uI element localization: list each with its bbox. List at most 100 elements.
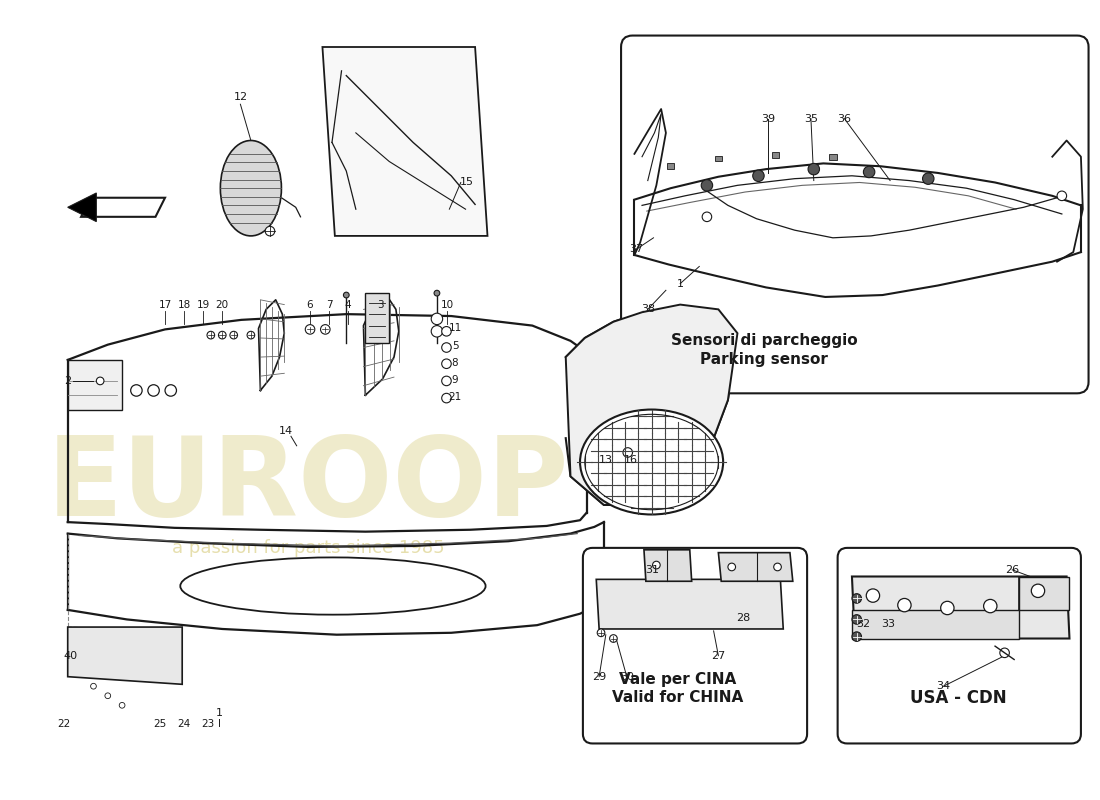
- Text: 6: 6: [307, 299, 314, 310]
- Text: 3: 3: [377, 299, 384, 310]
- Text: 38: 38: [640, 304, 654, 314]
- Polygon shape: [68, 360, 122, 410]
- Text: 28: 28: [736, 613, 750, 622]
- Text: 10: 10: [441, 299, 454, 310]
- Circle shape: [898, 598, 911, 612]
- Text: 26: 26: [1005, 565, 1020, 575]
- FancyBboxPatch shape: [583, 548, 807, 743]
- Text: 18: 18: [177, 299, 190, 310]
- Text: 17: 17: [158, 299, 172, 310]
- Polygon shape: [829, 154, 837, 159]
- Ellipse shape: [580, 410, 723, 514]
- Text: 20: 20: [216, 299, 229, 310]
- Circle shape: [431, 326, 442, 337]
- FancyBboxPatch shape: [621, 35, 1089, 394]
- Polygon shape: [322, 47, 487, 236]
- Circle shape: [230, 331, 238, 339]
- Polygon shape: [715, 156, 723, 162]
- Text: Vale per CINA: Vale per CINA: [618, 672, 736, 687]
- Polygon shape: [667, 163, 674, 169]
- Text: 22: 22: [57, 719, 70, 730]
- Circle shape: [808, 163, 820, 175]
- Text: 24: 24: [177, 719, 190, 730]
- Circle shape: [1057, 191, 1067, 201]
- Circle shape: [597, 629, 605, 637]
- Text: Parking sensor: Parking sensor: [701, 353, 828, 367]
- Ellipse shape: [180, 558, 485, 614]
- Text: 8: 8: [452, 358, 459, 368]
- Polygon shape: [68, 193, 97, 222]
- Circle shape: [131, 385, 142, 396]
- Circle shape: [97, 377, 104, 385]
- Circle shape: [983, 599, 997, 613]
- Text: 16: 16: [624, 455, 638, 465]
- Text: 27: 27: [712, 650, 726, 661]
- Circle shape: [867, 589, 880, 602]
- Circle shape: [165, 385, 176, 396]
- Text: 9: 9: [452, 375, 459, 385]
- Circle shape: [442, 359, 451, 369]
- Text: 14: 14: [279, 426, 294, 435]
- Text: 23: 23: [201, 719, 214, 730]
- Circle shape: [442, 342, 451, 352]
- Text: 2: 2: [64, 376, 72, 386]
- Circle shape: [207, 331, 215, 339]
- FancyBboxPatch shape: [837, 548, 1081, 743]
- Circle shape: [752, 170, 764, 182]
- Circle shape: [90, 683, 97, 689]
- Circle shape: [851, 614, 861, 624]
- Text: 19: 19: [197, 299, 210, 310]
- Polygon shape: [365, 293, 389, 342]
- Polygon shape: [851, 577, 1069, 638]
- Circle shape: [623, 448, 632, 458]
- Text: Sensori di parcheggio: Sensori di parcheggio: [671, 334, 858, 348]
- Polygon shape: [1019, 577, 1069, 610]
- Text: 34: 34: [936, 682, 950, 691]
- Polygon shape: [81, 198, 165, 217]
- Circle shape: [652, 562, 660, 569]
- Text: 31: 31: [646, 565, 660, 575]
- Circle shape: [442, 376, 451, 386]
- Polygon shape: [68, 627, 183, 684]
- Circle shape: [728, 563, 736, 570]
- Text: 12: 12: [233, 92, 248, 102]
- Circle shape: [1032, 584, 1045, 598]
- Text: Valid for CHINA: Valid for CHINA: [612, 690, 742, 705]
- Circle shape: [609, 634, 617, 642]
- Circle shape: [442, 326, 451, 336]
- Circle shape: [119, 702, 125, 708]
- Polygon shape: [596, 579, 783, 629]
- Text: 7: 7: [326, 299, 332, 310]
- Circle shape: [851, 632, 861, 642]
- Circle shape: [343, 292, 349, 298]
- Circle shape: [147, 385, 160, 396]
- Text: 32: 32: [856, 619, 870, 630]
- Text: 1: 1: [676, 278, 684, 289]
- Polygon shape: [644, 550, 692, 582]
- Circle shape: [773, 563, 781, 570]
- Circle shape: [851, 594, 861, 603]
- Text: 30: 30: [619, 672, 634, 682]
- Text: 4: 4: [345, 299, 352, 310]
- Text: 37: 37: [629, 244, 644, 254]
- Text: 11: 11: [449, 323, 462, 334]
- Text: 33: 33: [881, 619, 895, 630]
- Circle shape: [306, 325, 315, 334]
- Text: USA - CDN: USA - CDN: [911, 689, 1008, 706]
- Circle shape: [320, 325, 330, 334]
- Text: a passion for parts since 1985: a passion for parts since 1985: [172, 539, 444, 557]
- Polygon shape: [718, 553, 793, 582]
- Text: 15: 15: [460, 178, 473, 187]
- Circle shape: [702, 212, 712, 222]
- Polygon shape: [851, 610, 1019, 638]
- Circle shape: [864, 166, 874, 178]
- Polygon shape: [772, 152, 780, 158]
- Circle shape: [1000, 648, 1010, 658]
- Circle shape: [701, 180, 713, 191]
- Text: 21: 21: [449, 392, 462, 402]
- Text: 40: 40: [64, 650, 78, 661]
- Text: 25: 25: [154, 719, 167, 730]
- Circle shape: [940, 602, 954, 614]
- Text: 35: 35: [804, 114, 818, 123]
- Circle shape: [265, 226, 275, 236]
